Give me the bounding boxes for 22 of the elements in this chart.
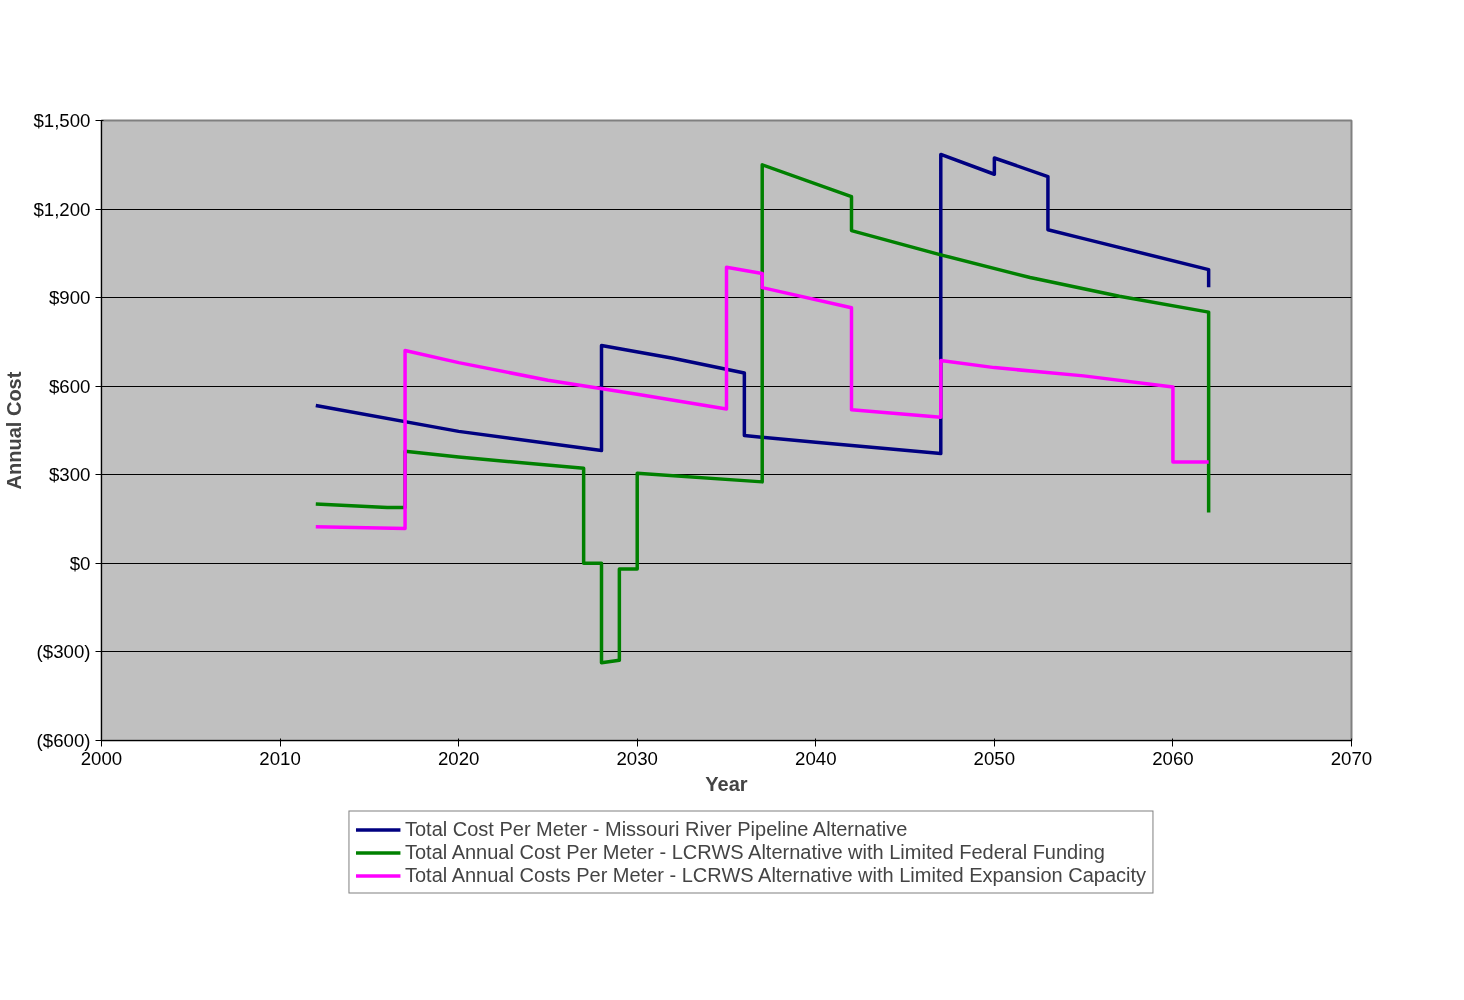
x-tick-label: 2020 [437,747,480,769]
legend-label: Total Annual Cost Per Meter - LCRWS Alternative with Limited Federal Funding [404,840,1105,864]
x-tick-label: 2030 [616,747,658,769]
y-tick-label: $900 [49,287,91,309]
x-tick-label: 2050 [973,747,1016,769]
legend-label: Total Cost Per Meter - Missouri River Pipeline Alternative [404,817,908,841]
y-axis-title: Annual Cost [3,371,26,490]
y-tick-label: $1,500 [33,110,91,131]
legend-label: Total Annual Costs Per Meter - LCRWS Alternative with Limited Expansion Capacity [404,863,1147,887]
y-tick-label: $600 [49,375,91,397]
line-series [314,265,1211,531]
x-tick-label: 2060 [1152,747,1194,769]
x-tick-label: 2010 [259,747,301,769]
y-tick-label: $0 [69,552,91,574]
y-tick-label: $1,200 [33,198,91,220]
y-tick-label: ($300) [36,641,91,663]
line-series [314,163,1211,665]
x-axis-title: Year [705,772,748,795]
y-tick-label: $300 [49,464,91,486]
x-tick-label: 2070 [1330,747,1373,769]
x-tick-label: 2040 [795,747,837,769]
line-series [314,152,1211,456]
